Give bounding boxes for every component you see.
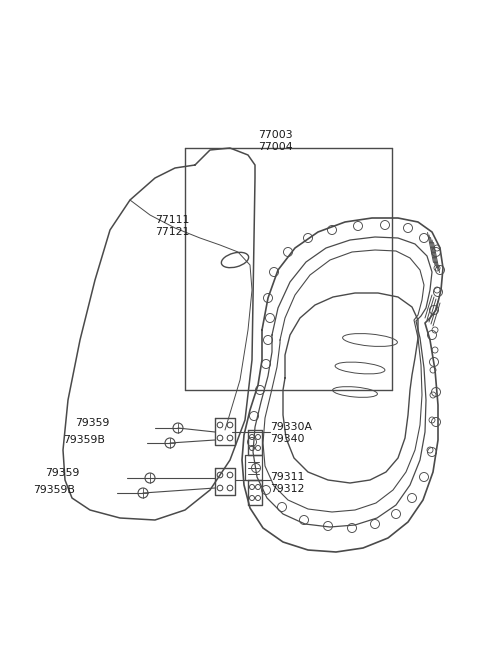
Text: 79359B: 79359B (63, 435, 105, 445)
Text: 79359: 79359 (75, 418, 109, 428)
Text: 77111
77121: 77111 77121 (155, 215, 190, 237)
Text: 79359: 79359 (45, 468, 79, 478)
Text: 79330A
79340: 79330A 79340 (270, 422, 312, 444)
Text: 77003
77004: 77003 77004 (258, 130, 292, 152)
Text: 79359B: 79359B (33, 485, 75, 495)
Text: 79311
79312: 79311 79312 (270, 472, 304, 495)
